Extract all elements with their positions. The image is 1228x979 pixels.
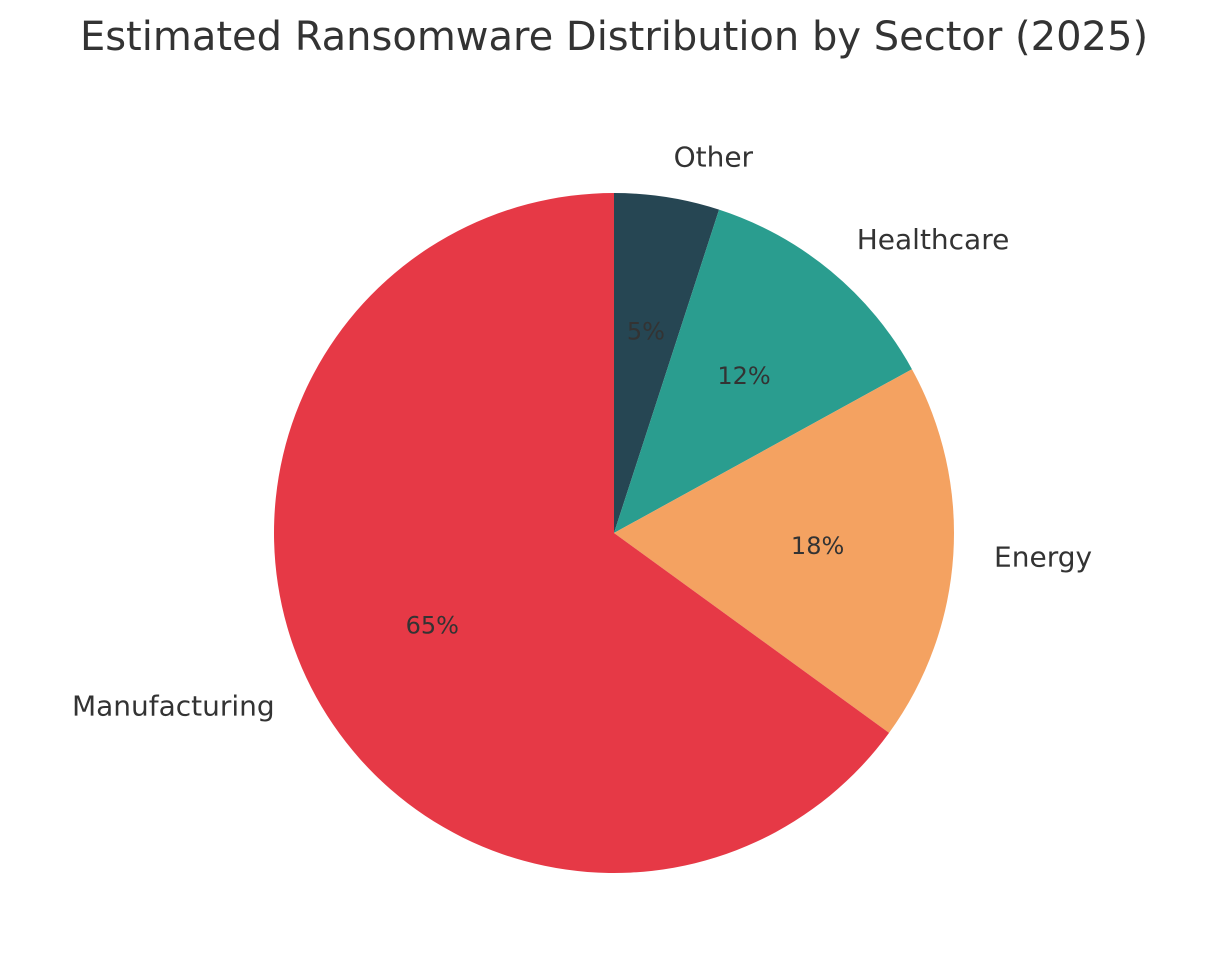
pie-slice-healthcare (614, 209, 912, 533)
pie-slice-energy (614, 369, 954, 733)
pie-category-label: Energy (994, 540, 1092, 573)
pie-percent-label: 5% (627, 318, 665, 346)
pie-percent-label: 12% (717, 362, 770, 390)
pie-category-label: Manufacturing (72, 689, 275, 722)
pie-percent-label: 65% (406, 612, 459, 640)
pie-slices (274, 193, 954, 873)
pie-category-label: Healthcare (857, 223, 1010, 256)
chart-title: Estimated Ransomware Distribution by Sec… (79, 14, 1149, 60)
pie-slice-other (614, 193, 720, 533)
pie-labels: 5% Other 12% Healthcare 18% Energy 65% Manufact… (72, 140, 1092, 722)
pie-slice-manufacturing (274, 193, 890, 873)
pie-category-label: Other (674, 140, 754, 173)
pie-percent-label: 18% (791, 532, 844, 560)
